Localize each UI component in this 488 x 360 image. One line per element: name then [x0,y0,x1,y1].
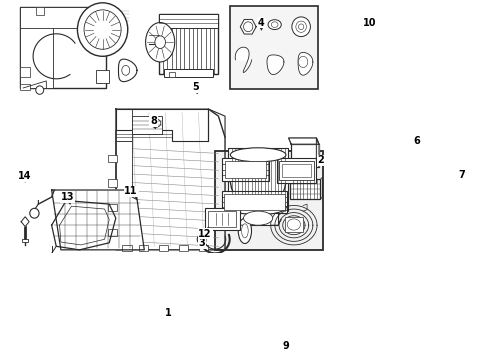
Polygon shape [60,206,109,245]
Bar [20,7,106,28]
Ellipse shape [298,24,303,30]
Bar [108,229,117,236]
Bar [108,204,117,211]
Bar [116,141,132,250]
Circle shape [36,86,43,94]
Bar [20,67,30,77]
Bar [228,148,287,211]
Polygon shape [266,55,284,75]
Bar [238,208,277,225]
Ellipse shape [271,22,277,27]
Bar [159,245,168,251]
Bar [276,158,316,183]
Polygon shape [288,138,318,144]
Text: 8: 8 [150,116,157,126]
Ellipse shape [230,148,285,162]
Ellipse shape [286,219,300,230]
Ellipse shape [238,218,251,243]
Bar [159,14,218,74]
Ellipse shape [295,21,306,32]
Text: 7: 7 [458,170,465,180]
Polygon shape [21,217,29,226]
Bar [139,245,148,251]
Ellipse shape [243,22,252,32]
Ellipse shape [243,211,272,225]
Bar [159,14,218,28]
Bar [198,245,207,251]
Bar [164,69,213,77]
Bar [20,7,106,88]
Bar [230,6,318,89]
Polygon shape [116,109,208,141]
Circle shape [30,208,39,218]
Ellipse shape [150,119,161,127]
Text: 2: 2 [317,156,324,166]
Text: 11: 11 [124,186,138,197]
Polygon shape [316,138,318,167]
Ellipse shape [197,235,203,243]
Bar [20,85,30,90]
Bar [221,158,269,181]
Bar [215,151,323,250]
Ellipse shape [77,3,127,56]
Ellipse shape [155,36,165,49]
Bar [108,155,117,162]
Bar [178,245,187,251]
Text: 12: 12 [198,229,211,239]
Text: 4: 4 [258,18,264,27]
Polygon shape [240,19,256,34]
Polygon shape [297,53,312,75]
Bar [289,180,320,199]
Bar [168,72,175,77]
Bar [208,211,236,226]
Bar [116,109,132,141]
Text: 13: 13 [61,192,74,202]
Bar [223,194,284,211]
Bar [36,7,44,15]
Bar [132,116,162,134]
Ellipse shape [241,224,248,238]
Text: 10: 10 [362,18,375,27]
Bar [221,192,286,212]
Bar [108,180,117,186]
Bar [284,217,303,232]
Bar [96,70,109,83]
Bar [20,7,53,88]
Bar [224,161,265,178]
Ellipse shape [291,17,310,37]
Ellipse shape [298,56,307,68]
Polygon shape [52,190,144,250]
Bar [282,164,310,177]
Text: 5: 5 [191,82,198,92]
Text: 9: 9 [282,341,289,351]
Polygon shape [118,59,137,82]
Text: 3: 3 [198,238,205,248]
Polygon shape [116,109,224,250]
Bar [279,161,313,180]
Text: 14: 14 [19,171,32,181]
Circle shape [230,150,285,209]
Text: 1: 1 [165,308,172,318]
Ellipse shape [267,20,281,30]
Bar [205,208,239,230]
Ellipse shape [84,10,121,49]
Polygon shape [52,201,116,250]
Ellipse shape [145,23,174,62]
Ellipse shape [122,66,129,75]
Bar [291,144,318,167]
Text: 6: 6 [413,136,420,146]
Ellipse shape [230,201,285,215]
Polygon shape [235,47,251,72]
Bar [22,239,28,242]
Bar [122,245,131,251]
